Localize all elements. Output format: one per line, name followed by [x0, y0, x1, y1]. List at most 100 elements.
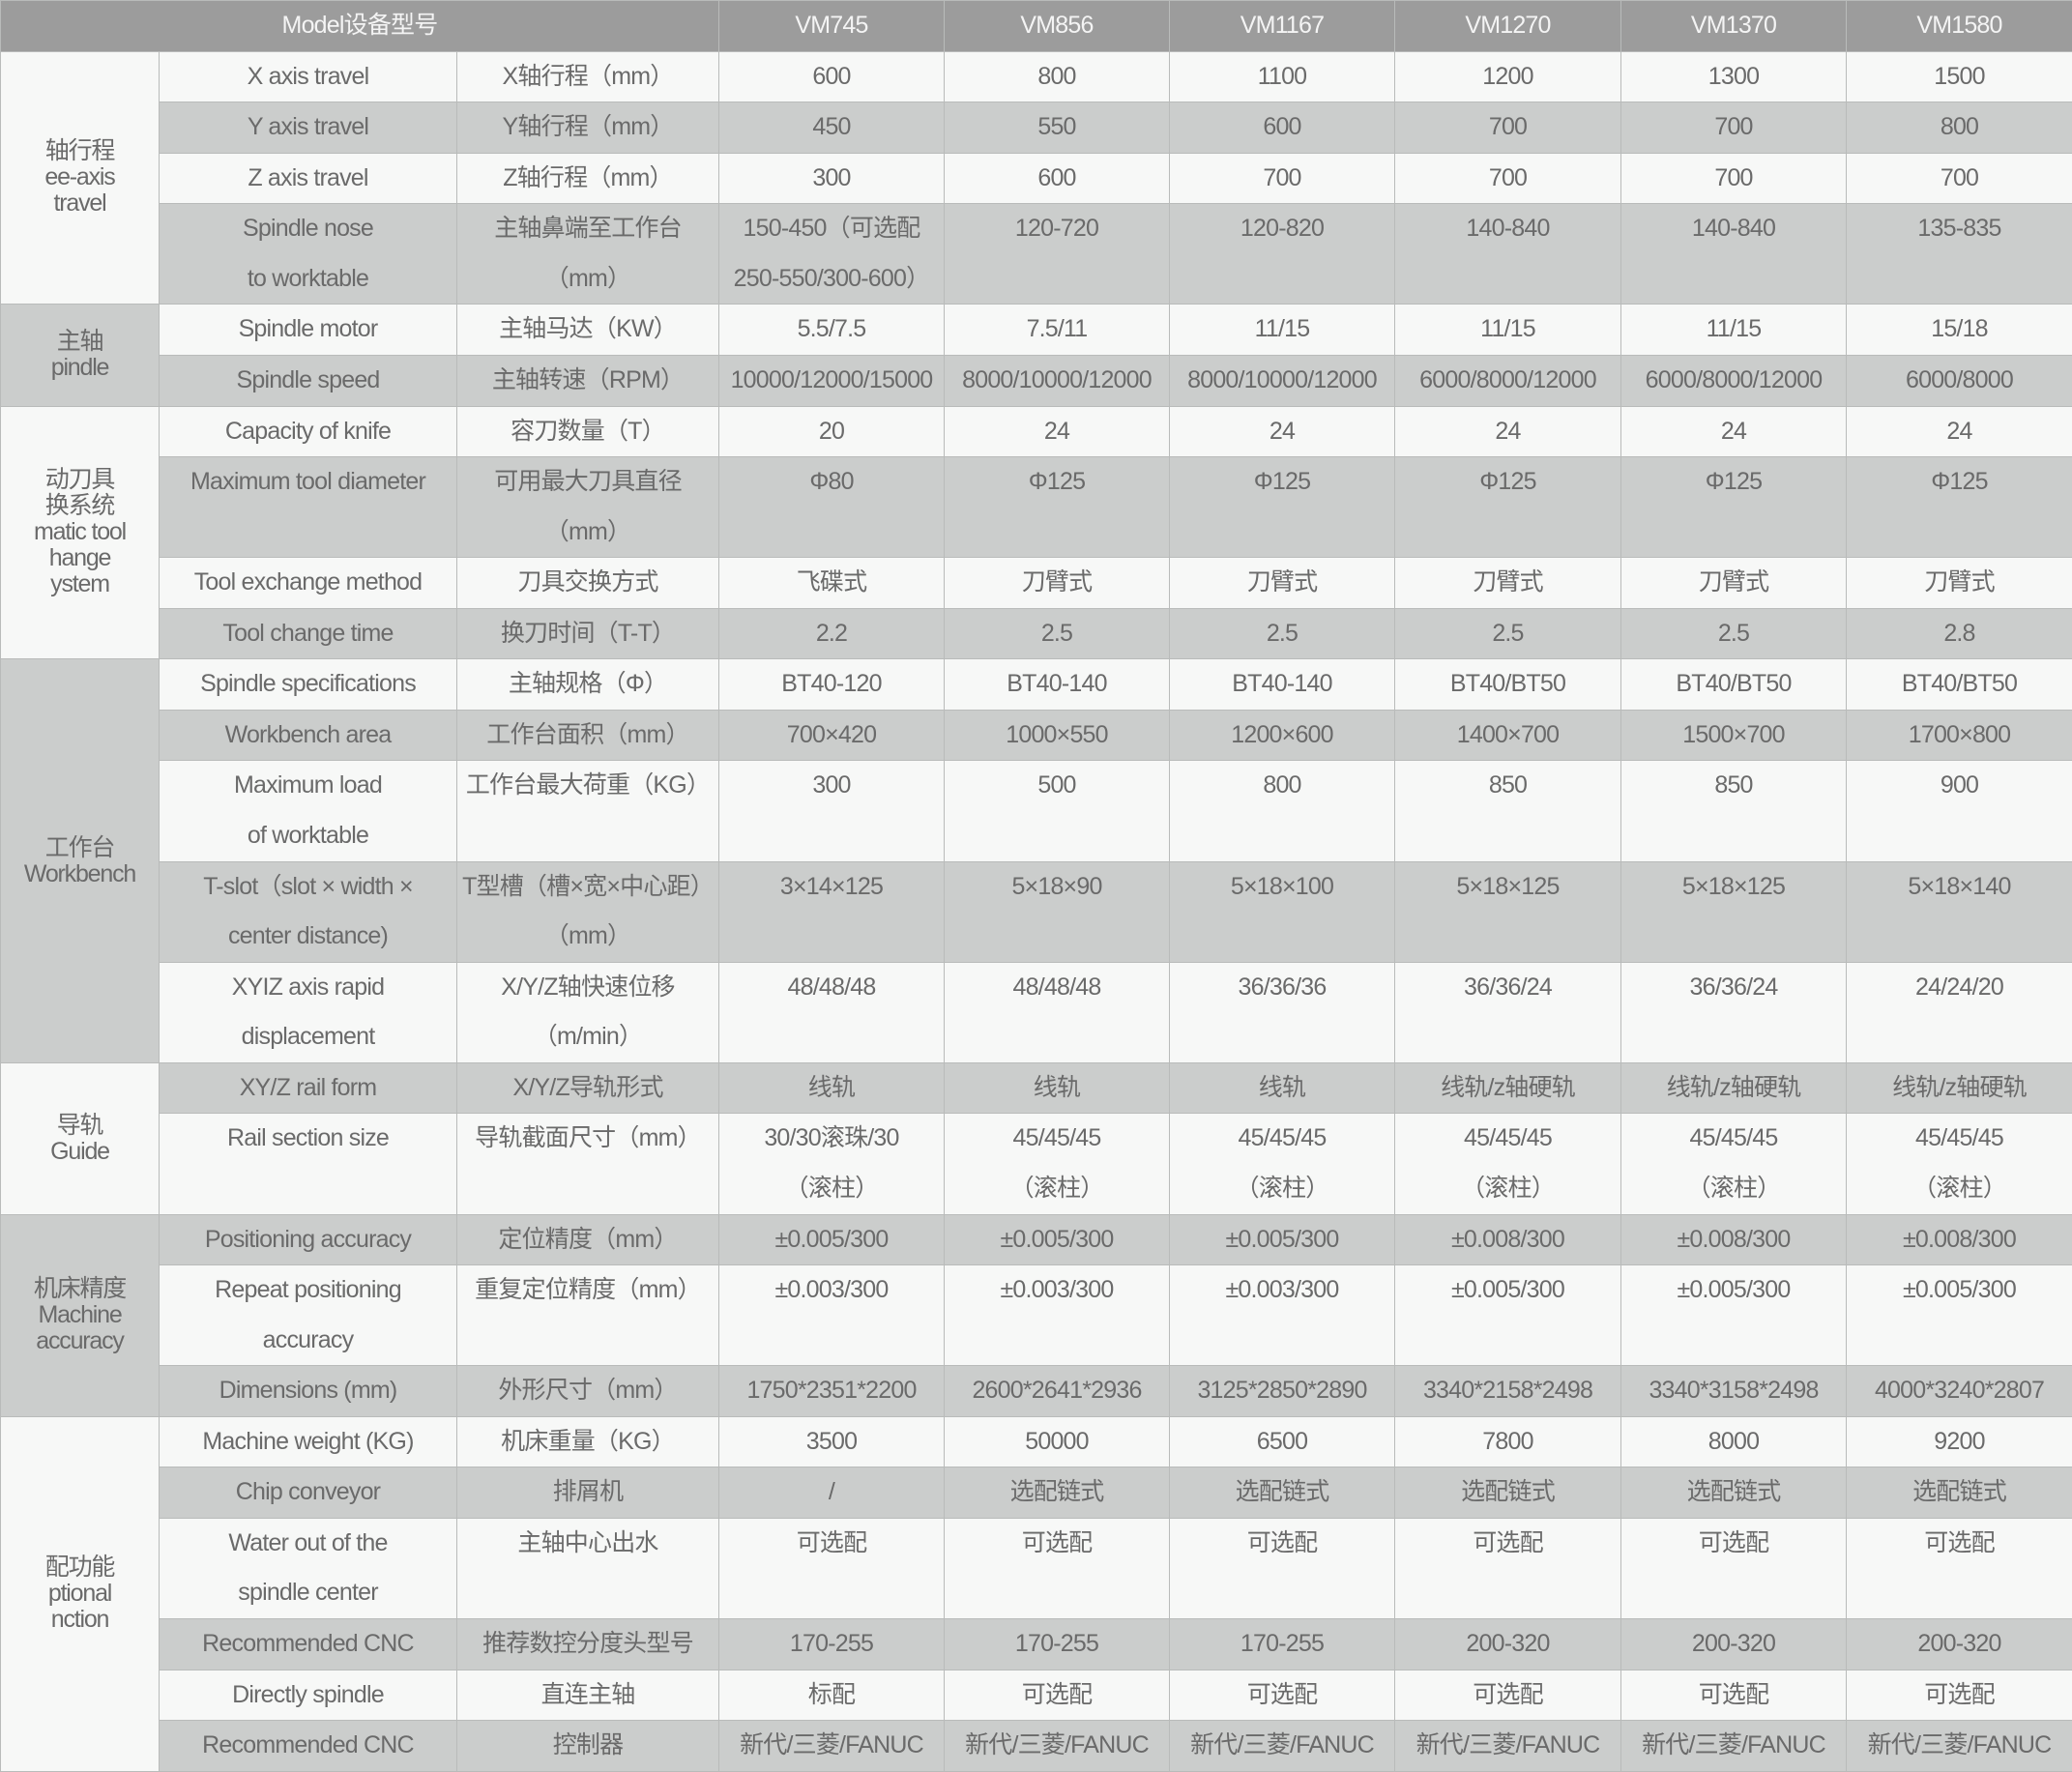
param-value: 800 [1170, 761, 1395, 861]
param-value: 800 [945, 51, 1170, 102]
param-value: 2.8 [1847, 608, 2072, 659]
param-value: 新代/三菱/FANUC [945, 1721, 1170, 1772]
param-value: Φ125 [1170, 457, 1395, 558]
param-value: 8000/10000/12000 [1170, 355, 1395, 406]
param-value: 线轨 [1170, 1062, 1395, 1114]
param-value: 新代/三菱/FANUC [1847, 1721, 2072, 1772]
param-name-en: Rail section size [160, 1114, 457, 1214]
model-header: VM745 [719, 1, 945, 52]
param-value: 5×18×140 [1847, 861, 2072, 962]
param-value: 5×18×125 [1621, 861, 1847, 962]
param-name-en: X axis travel [160, 51, 457, 102]
param-value: 3500 [719, 1416, 945, 1467]
param-value: 700 [1395, 102, 1621, 154]
param-value: 150-450（可选配 250-550/300-600） [719, 204, 945, 305]
group-label: 工作台 Workbench [1, 659, 160, 1063]
param-value: 1500×700 [1621, 710, 1847, 761]
param-value: 45/45/45 （滚柱） [1395, 1114, 1621, 1214]
param-value: 200-320 [1395, 1619, 1621, 1670]
param-name-zh: 定位精度（mm） [457, 1214, 719, 1265]
param-value: 36/36/24 [1395, 962, 1621, 1062]
param-value: 700×420 [719, 710, 945, 761]
param-name-zh: 换刀时间（T-T） [457, 608, 719, 659]
param-value: 170-255 [1170, 1619, 1395, 1670]
param-value: BT40/BT50 [1395, 659, 1621, 711]
param-value: 600 [1170, 102, 1395, 154]
param-value: 2.5 [1395, 608, 1621, 659]
model-header: VM1370 [1621, 1, 1847, 52]
param-name-zh: 主轴转速（RPM） [457, 355, 719, 406]
param-name-zh: 容刀数量（T） [457, 406, 719, 457]
param-name-en: Spindle speed [160, 355, 457, 406]
param-value: 120-820 [1170, 204, 1395, 305]
param-value: 1500 [1847, 51, 2072, 102]
param-value: 850 [1621, 761, 1847, 861]
param-value: 36/36/24 [1621, 962, 1847, 1062]
param-value: 600 [719, 51, 945, 102]
param-name-en: Z axis travel [160, 153, 457, 204]
param-name-en: Workbench area [160, 710, 457, 761]
param-name-zh: 直连主轴 [457, 1670, 719, 1721]
param-value: 850 [1395, 761, 1621, 861]
param-value: 线轨/z轴硬轨 [1395, 1062, 1621, 1114]
param-value: Φ125 [1847, 457, 2072, 558]
param-value: ±0.005/300 [719, 1214, 945, 1265]
model-header: VM856 [945, 1, 1170, 52]
param-value: 刀臂式 [945, 558, 1170, 609]
param-value: 24 [945, 406, 1170, 457]
param-value: 48/48/48 [719, 962, 945, 1062]
param-value: 900 [1847, 761, 2072, 861]
header-row: Model设备型号 VM745 VM856 VM1167 VM1270 VM13… [1, 1, 2072, 52]
param-value: BT40-140 [1170, 659, 1395, 711]
param-value: 2600*2641*2936 [945, 1366, 1170, 1417]
param-name-zh: 可用最大刀具直径 （mm） [457, 457, 719, 558]
param-value: 5×18×100 [1170, 861, 1395, 962]
param-value: 刀臂式 [1170, 558, 1395, 609]
param-value: 1750*2351*2200 [719, 1366, 945, 1417]
param-value: ±0.005/300 [1847, 1265, 2072, 1366]
model-header: VM1167 [1170, 1, 1395, 52]
param-name-en: Recommended CNC [160, 1619, 457, 1670]
param-value: / [719, 1467, 945, 1519]
group-label: 机床精度 Machine accuracy [1, 1214, 160, 1416]
param-value: 可选配 [945, 1670, 1170, 1721]
param-value: BT40-120 [719, 659, 945, 711]
param-name-zh: 外形尺寸（mm） [457, 1366, 719, 1417]
param-value: 6000/8000/12000 [1621, 355, 1847, 406]
param-value: 10000/12000/15000 [719, 355, 945, 406]
group-label: 轴行程 ee-axis travel [1, 51, 160, 305]
param-name-en: XY/Z rail form [160, 1062, 457, 1114]
param-value: 3×14×125 [719, 861, 945, 962]
param-name-zh: 主轴规格（Φ） [457, 659, 719, 711]
param-name-zh: 推荐数控分度头型号 [457, 1619, 719, 1670]
param-value: 8000/10000/12000 [945, 355, 1170, 406]
param-name-en: Chip conveyor [160, 1467, 457, 1519]
param-name-en: Spindle nose to worktable [160, 204, 457, 305]
param-value: 可选配 [1170, 1518, 1395, 1618]
param-name-en: Machine weight (KG) [160, 1416, 457, 1467]
param-value: 24 [1395, 406, 1621, 457]
param-value: 可选配 [719, 1518, 945, 1618]
param-value: ±0.003/300 [1170, 1265, 1395, 1366]
param-value: 9200 [1847, 1416, 2072, 1467]
param-value: 可选配 [945, 1518, 1170, 1618]
param-value: 1400×700 [1395, 710, 1621, 761]
param-value: 700 [1621, 153, 1847, 204]
param-name-en: Tool change time [160, 608, 457, 659]
param-name-en: Spindle specifications [160, 659, 457, 711]
param-value: ±0.008/300 [1621, 1214, 1847, 1265]
param-value: 可选配 [1395, 1670, 1621, 1721]
param-value: 7800 [1395, 1416, 1621, 1467]
param-value: 1200×600 [1170, 710, 1395, 761]
